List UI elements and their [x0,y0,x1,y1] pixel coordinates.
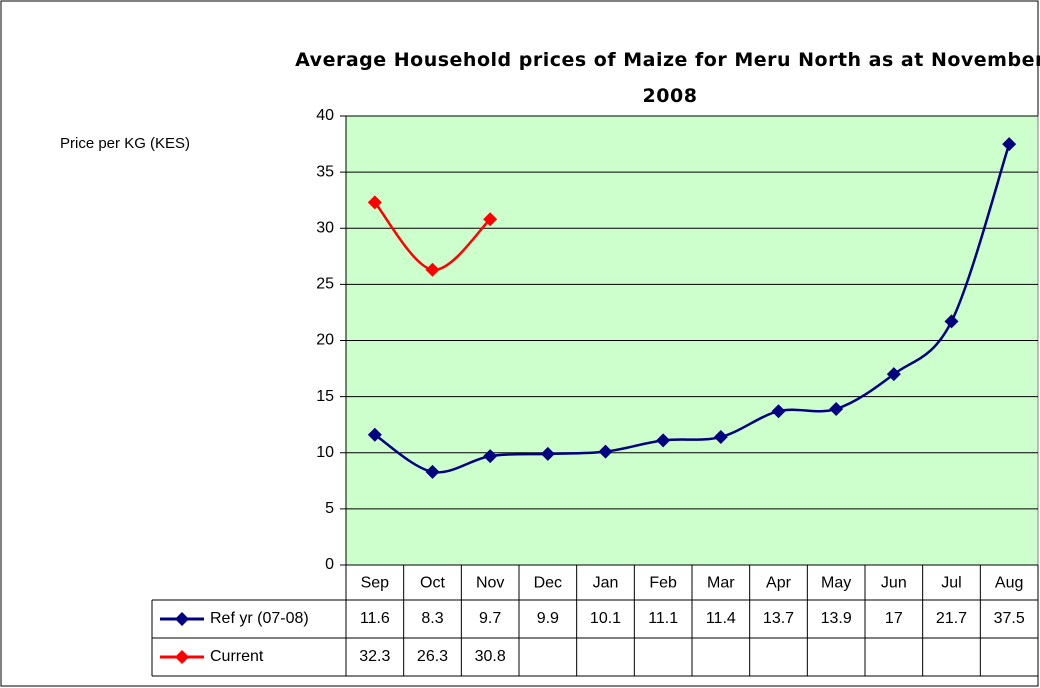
marker [367,195,382,210]
table-value: 11.4 [706,610,736,627]
marker [367,427,382,442]
marker [829,401,844,416]
marker [175,612,189,626]
x-tick-label: Feb [649,575,677,592]
y-tick-label: 10 [316,444,334,461]
y-tick-label: 0 [325,556,334,573]
x-tick-label: Nov [476,575,504,592]
marker [656,433,671,448]
x-tick-label: Sep [361,575,390,592]
y-tick-label: 40 [316,107,334,124]
marker [175,650,189,664]
table-value: 13.9 [821,610,852,627]
chart-title: Average Household prices of Maize for Me… [295,49,1040,107]
x-tick-label: Jun [881,575,907,592]
y-tick-label: 20 [316,332,334,349]
marker [598,444,613,459]
table-value: 37.5 [994,610,1025,627]
table-value: 9.9 [537,610,559,627]
x-tick-label: Mar [707,575,735,592]
y-axis-label: Price per KG (KES) [60,135,190,152]
marker [483,212,498,227]
table-value: 32.3 [359,648,390,665]
x-tick-label: Oct [420,575,445,592]
marker [771,404,786,419]
table-value: 26.3 [417,648,448,665]
table-value: 9.7 [479,610,501,627]
table-value: 11.1 [648,610,678,627]
table-value: 13.7 [763,610,794,627]
x-tick-label: May [821,575,851,592]
x-tick-label: Apr [766,575,792,592]
x-tick-label: Dec [534,575,562,592]
y-tick-label: 25 [316,276,334,293]
y-tick-label: 35 [316,163,334,180]
legend-label: Current [210,648,264,665]
table-value: 21.7 [936,610,967,627]
marker [425,262,440,277]
table-value: 11.6 [360,610,390,627]
marker [886,367,901,382]
table-value: 8.3 [421,610,443,627]
table-value: 10.1 [590,610,621,627]
x-tick-label: Aug [995,575,1023,592]
marker [713,430,728,445]
marker [1002,137,1017,152]
y-tick-label: 30 [316,219,334,236]
marker [425,464,440,479]
y-tick-label: 5 [325,500,334,517]
legend-label: Ref yr (07-08) [210,610,309,627]
x-tick-label: Jul [941,575,961,592]
x-tick-label: Jan [593,575,619,592]
marker [483,449,498,464]
marker [540,446,555,461]
y-tick-label: 15 [316,388,334,405]
table-value: 17 [885,610,903,627]
table-value: 30.8 [475,648,506,665]
marker [944,314,959,329]
